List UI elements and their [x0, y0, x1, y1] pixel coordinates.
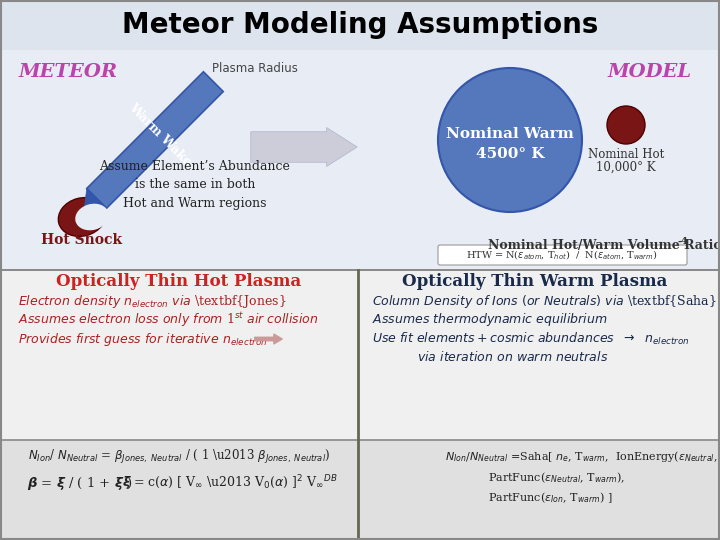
Text: $\it{Column\ Density\ of\ Ions\ (or\ Neutrals)\ via\ }$\textbf{Saha}: $\it{Column\ Density\ of\ Ions\ (or\ Neu… [372, 294, 716, 310]
Text: PartFunc($\varepsilon_{Neutral}$, T$_{warm}$),: PartFunc($\varepsilon_{Neutral}$, T$_{wa… [488, 471, 625, 485]
Text: MODEL: MODEL [608, 63, 692, 81]
Text: Warm Wake: Warm Wake [126, 101, 194, 169]
Bar [358, 440, 720, 540]
Text: Nominal Hot: Nominal Hot [588, 148, 664, 161]
Text: -4: -4 [677, 237, 688, 246]
Text: $\boldsymbol{\beta}$ = $\boldsymbol{\xi}$ / ( 1 + $\boldsymbol{\xi}$ ): $\boldsymbol{\beta}$ = $\boldsymbol{\xi}… [27, 475, 132, 491]
Text: $\it{Provides\ first\ guess\ for\ iterative\ }$$n_{electron}$: $\it{Provides\ first\ guess\ for\ iterat… [18, 330, 267, 348]
Text: Hot Shock: Hot Shock [42, 233, 122, 247]
Circle shape [438, 68, 582, 212]
Text: METEOR: METEOR [19, 63, 117, 81]
Circle shape [607, 106, 645, 144]
FancyArrowPatch shape [251, 127, 357, 166]
Text: $N_{Ion}$/ $N_{Neutral}$ = $\beta_{Jones,\ Neutral}$ / ( 1 \u2013 $\beta_{Jones,: $N_{Ion}$/ $N_{Neutral}$ = $\beta_{Jones… [28, 448, 330, 466]
Bar [0, 0, 720, 50]
FancyBboxPatch shape [438, 245, 687, 265]
Text: Optically Thin Hot Plasma: Optically Thin Hot Plasma [56, 273, 302, 291]
Text: Plasma Radius: Plasma Radius [212, 62, 298, 75]
Text: $\it{Assumes\ thermodynamic\ equilibrium}$: $\it{Assumes\ thermodynamic\ equilibrium… [372, 312, 608, 328]
Bar [0, 440, 358, 540]
Text: 4500° K: 4500° K [476, 147, 544, 161]
Polygon shape [87, 72, 223, 208]
Polygon shape [84, 188, 107, 211]
Text: Optically Thin Warm Plasma: Optically Thin Warm Plasma [402, 273, 667, 291]
Text: Nominal Warm: Nominal Warm [446, 127, 574, 141]
Bar [0, 50, 720, 270]
Text: $\it{Use\ fit\ elements + cosmic\ abundances}$  $\rightarrow$  $n_{electron}$: $\it{Use\ fit\ elements + cosmic\ abunda… [372, 331, 690, 347]
Ellipse shape [58, 198, 106, 237]
Text: Meteor Modeling Assumptions: Meteor Modeling Assumptions [122, 11, 598, 39]
Text: $\boldsymbol{\xi}$ = c($\alpha$) [ V$_\infty$ \u2013 V$_0$($\alpha$) ]$^2$ V$_\i: $\boldsymbol{\xi}$ = c($\alpha$) [ V$_\i… [122, 473, 338, 493]
Text: $\it{via\ iteration\ on\ warm\ neutrals}$: $\it{via\ iteration\ on\ warm\ neutrals}… [417, 350, 608, 364]
Text: $\it{Electron\ density\ }$$n_{electron}$$\it{\ via\ }$\textbf{Jones}: $\it{Electron\ density\ }$$n_{electron}$… [18, 294, 287, 310]
Text: Assume Element’s Abundance
is the same in both
Hot and Warm regions: Assume Element’s Abundance is the same i… [99, 159, 290, 211]
Text: 10,000° K: 10,000° K [596, 160, 656, 173]
Text: $\it{Assumes\ electron\ loss\ only\ from\ }$1$^{st}$$\it{\ air\ collision}$: $\it{Assumes\ electron\ loss\ only\ from… [18, 310, 318, 329]
Bar [0, 270, 358, 440]
Text: $N_{Ion}$/$N_{Neutral}$ =Saha[ $n_e$, T$_{warm}$,  IonEnergy($\varepsilon_{Neutr: $N_{Ion}$/$N_{Neutral}$ =Saha[ $n_e$, T$… [445, 449, 720, 464]
Text: Nominal Hot/Warm Volume Ratio = 10: Nominal Hot/Warm Volume Ratio = 10 [488, 239, 720, 252]
Text: HTW = N($\varepsilon_{atom}$, T$_{hot}$)  /  N($\varepsilon_{atom}$, T$_{warm}$): HTW = N($\varepsilon_{atom}$, T$_{hot}$)… [466, 248, 658, 262]
FancyArrowPatch shape [255, 334, 282, 344]
Text: PartFunc($\varepsilon_{Ion}$, T$_{warm}$) ]: PartFunc($\varepsilon_{Ion}$, T$_{warm}$… [488, 491, 613, 505]
Ellipse shape [75, 204, 109, 230]
Bar [358, 270, 720, 440]
